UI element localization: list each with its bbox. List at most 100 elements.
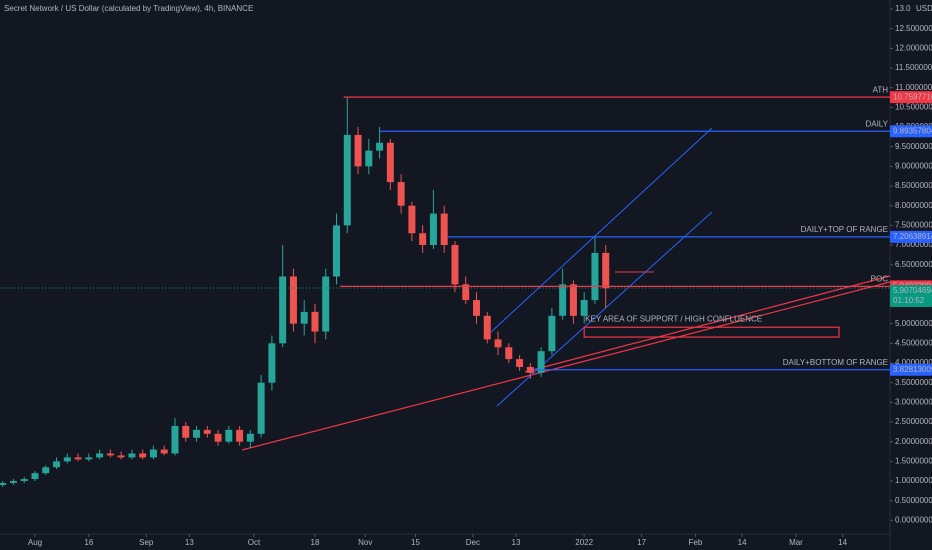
y-tick-label: 8.50000000: [895, 181, 932, 190]
x-tick-label: 2022: [575, 538, 593, 547]
x-tick-label: 15: [411, 538, 420, 547]
x-tick-label: 14: [738, 538, 747, 547]
candle-body: [225, 429, 233, 442]
candle-body: [419, 233, 427, 246]
candle-body: [376, 142, 384, 151]
candle-body: [526, 366, 534, 373]
support-zone: [583, 326, 840, 338]
y-tick-label: 10.50000000: [895, 102, 932, 111]
current-price-tag: [890, 285, 932, 308]
candle-body: [203, 429, 211, 434]
candle-body: [559, 284, 567, 316]
candle-body: [451, 245, 459, 285]
countdown-label: 01:10:52: [893, 296, 925, 305]
y-tick-label: 11.50000000: [895, 63, 932, 72]
x-tick-label: Dec: [466, 538, 480, 547]
x-tick-label: 13: [512, 538, 521, 547]
candle-body: [333, 225, 341, 277]
candle-body: [9, 481, 17, 483]
y-tick-label: 7.50000000: [895, 220, 932, 229]
level-label: DAILY: [865, 119, 888, 128]
candle-body: [516, 359, 524, 367]
x-tick-label: Feb: [689, 538, 703, 547]
price-tag-label: 3.82813009: [893, 365, 932, 374]
x-tick-label: 16: [84, 538, 93, 547]
candle-body: [214, 433, 222, 442]
x-tick-label: Sep: [139, 538, 154, 547]
x-tick-label: 18: [311, 538, 320, 547]
candle-body: [149, 449, 157, 458]
level-label: DAILY+BOTTOM OF RANGE: [783, 358, 888, 367]
candle-body: [63, 457, 71, 462]
candle-body: [397, 182, 405, 206]
price-tag: [890, 125, 932, 138]
candle-body: [322, 276, 330, 332]
y-tick-label: 4.50000000: [895, 338, 932, 347]
candle-body: [537, 351, 545, 373]
candle-body: [193, 429, 201, 438]
price-tag-label: 10.75977165: [893, 92, 932, 101]
candle-body: [591, 252, 599, 301]
candle-body: [0, 482, 7, 485]
x-tick-label: Nov: [358, 538, 372, 547]
level-label: POC: [871, 274, 889, 283]
y-tick-label: 13.0: [895, 4, 911, 13]
trendline: [241, 281, 891, 451]
candle-body: [569, 284, 577, 316]
drawings: [241, 127, 891, 451]
candle-body: [42, 467, 50, 474]
y-tick-label: 2.50000000: [895, 417, 932, 426]
y-tick-label: 0.50000000: [895, 496, 932, 505]
candle-body: [602, 252, 610, 289]
candle-body: [31, 473, 39, 480]
candle-body: [74, 457, 82, 460]
level-label: DAILY+TOP OF RANGE: [801, 225, 888, 234]
candle-body: [386, 142, 394, 183]
candle-body: [20, 479, 28, 482]
y-tick-label: 6.50000000: [895, 260, 932, 269]
zone-label: KEY AREA OF SUPPORT / HIGH CONFLUENCE: [585, 314, 762, 323]
channel-line: [496, 211, 713, 407]
trendline: [524, 275, 891, 373]
candle-body: [505, 347, 513, 360]
candle-body: [548, 315, 556, 352]
price-tag: [890, 230, 932, 243]
chart-title: Secret Network / US Dollar (calculated b…: [4, 4, 253, 13]
candle-body: [289, 276, 297, 324]
candle-body: [354, 134, 362, 167]
candle-body: [343, 134, 351, 226]
price-tag: [890, 91, 932, 104]
x-tick-label: Mar: [789, 538, 803, 547]
current-price-label: 5.90704694: [893, 286, 932, 295]
x-tick-label: Oct: [248, 538, 261, 547]
candle-body: [257, 382, 265, 434]
candle-body: [494, 339, 502, 348]
candle-body: [236, 429, 244, 442]
candle-body: [128, 453, 136, 458]
candle-body: [483, 315, 491, 340]
x-tick-label: 17: [637, 538, 646, 547]
candle-body: [279, 276, 287, 344]
x-tick-label: 13: [185, 538, 194, 547]
candle-body: [160, 449, 168, 454]
candle-body: [462, 284, 470, 301]
candle-body: [268, 343, 276, 383]
candle-body: [300, 311, 308, 324]
candle-body: [53, 461, 61, 468]
candle-body: [408, 205, 416, 234]
candle-body: [365, 150, 373, 167]
candle-body: [440, 213, 448, 246]
candle-body: [106, 453, 114, 456]
price-tag-label: 7.20638914: [893, 232, 932, 241]
candle-body: [171, 425, 179, 454]
